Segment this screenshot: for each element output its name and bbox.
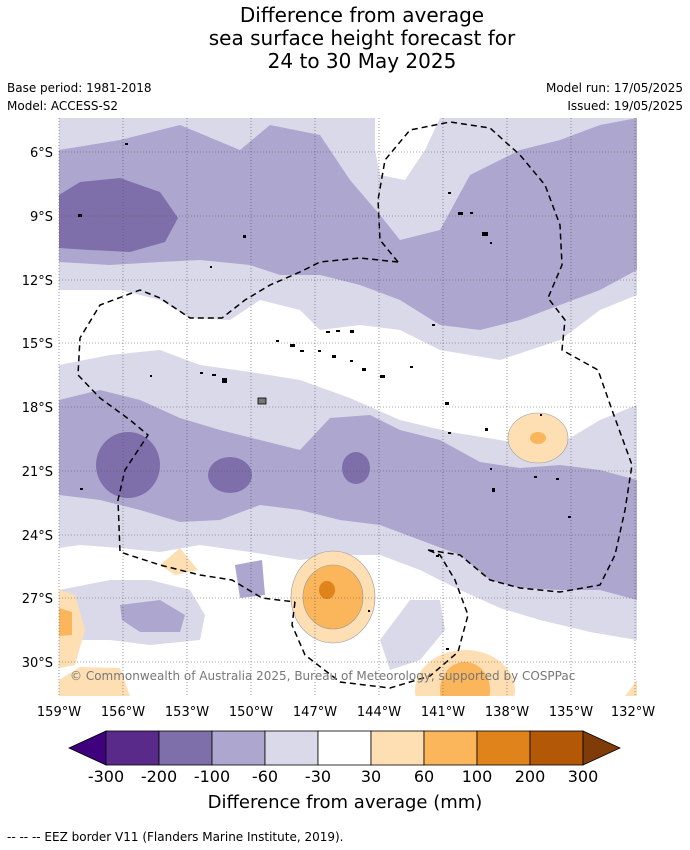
contour-neg60-strip xyxy=(235,560,265,598)
copyright-notice: © Commonwealth of Australia 2025, Bureau… xyxy=(70,669,576,683)
lon-label: 156°W xyxy=(101,705,145,720)
lon-label: 159°W xyxy=(37,705,81,720)
lon-label: 153°W xyxy=(165,705,209,720)
colorbar-label: -30 xyxy=(305,767,331,786)
colorbar-swatch xyxy=(211,730,266,766)
contour-pos60-centre xyxy=(303,565,363,629)
colorbar-extend-high xyxy=(582,730,621,766)
lat-label: 30°S xyxy=(22,656,53,671)
colorbar-extend-low xyxy=(68,730,107,766)
colorbar-swatch xyxy=(264,730,319,766)
contour-neg60-north xyxy=(59,118,637,330)
eez-south xyxy=(291,549,469,689)
model-run: Model run: 17/05/2025 xyxy=(545,81,683,95)
colorbar-swatch xyxy=(158,730,213,766)
colorbar xyxy=(68,730,621,766)
lat-label: 12°S xyxy=(22,274,53,289)
meta-left: Base period: 1981-2018 Model: ACCESS-S2 xyxy=(7,79,152,115)
colorbar-label: 100 xyxy=(462,767,493,786)
colorbar-swatch xyxy=(105,730,160,766)
lat-labels: 6°S 9°S 12°S 15°S 18°S 21°S 24°S 27°S 30… xyxy=(22,146,53,671)
lat-label: 9°S xyxy=(30,210,53,225)
lon-label: 141°W xyxy=(421,705,465,720)
colorbar-swatch xyxy=(370,730,425,766)
colorbar-swatch xyxy=(529,730,584,766)
eez-borders xyxy=(77,121,633,689)
islands xyxy=(78,143,571,650)
colorbar-swatch xyxy=(476,730,531,766)
contour-neg60-south xyxy=(59,390,637,600)
contour-pos60-south xyxy=(440,662,490,696)
lat-label: 24°S xyxy=(22,529,53,544)
lon-label: 138°W xyxy=(485,705,529,720)
lat-label: 27°S xyxy=(22,592,53,607)
contour-pos60-east xyxy=(530,432,546,444)
contour-neg100-south-b xyxy=(208,457,252,493)
colorbar-label: 60 xyxy=(414,767,434,786)
base-period: Base period: 1981-2018 xyxy=(7,81,152,95)
issued-date: Issued: 19/05/2025 xyxy=(567,99,683,113)
map-title: Difference from average sea surface heig… xyxy=(0,4,690,73)
title-line-1: Difference from average xyxy=(239,3,485,27)
lon-label: 150°W xyxy=(229,705,273,720)
lat-label: 6°S xyxy=(30,146,53,161)
colorbar-label: -100 xyxy=(194,767,230,786)
contour-neg30-lower-mid xyxy=(380,600,445,670)
colorbar-label: -300 xyxy=(88,767,124,786)
lon-label: 147°W xyxy=(293,705,337,720)
lon-label: 144°W xyxy=(357,705,401,720)
contour-neg100-north xyxy=(59,178,178,252)
lat-label: 18°S xyxy=(22,401,53,416)
lon-label: 132°W xyxy=(611,705,655,720)
colorbar-labels: -300 -200 -100 -60 -30 30 60 100 200 300 xyxy=(88,767,598,786)
contour-pos30-se xyxy=(625,680,637,696)
lat-label: 21°S xyxy=(22,465,53,480)
contour-pos60-west-edge xyxy=(59,608,72,636)
eez-north-east xyxy=(377,121,633,593)
contour-neg100-south-a xyxy=(96,432,160,498)
contour-pos30-small xyxy=(160,548,198,575)
title-line-3: 24 to 30 May 2025 xyxy=(267,49,457,73)
contour-neg60-lower-left xyxy=(120,600,185,632)
eez-central xyxy=(77,257,399,603)
contour-pos100-centre xyxy=(319,581,335,599)
anomaly-field xyxy=(59,118,637,696)
lat-label: 15°S xyxy=(22,337,53,352)
meta-right: Model run: 17/05/2025 Issued: 19/05/2025 xyxy=(546,79,683,115)
colorbar-title: Difference from average (mm) xyxy=(207,792,483,813)
graticule xyxy=(58,118,637,696)
lon-labels: 159°W 156°W 153°W 150°W 147°W 144°W 141°… xyxy=(37,705,655,720)
colorbar-label: 300 xyxy=(568,767,599,786)
colorbar-swatch xyxy=(317,730,372,766)
colorbar-swatch xyxy=(423,730,478,766)
contour-neg100-south-c xyxy=(342,452,370,484)
eez-legend: -- -- -- EEZ border V11 (Flanders Marine… xyxy=(7,830,344,844)
colorbar-label: 30 xyxy=(361,767,381,786)
colorbar-label: -60 xyxy=(252,767,278,786)
contour-pos30-sw xyxy=(59,667,130,696)
colorbar-label: -200 xyxy=(141,767,177,786)
model-name: Model: ACCESS-S2 xyxy=(7,99,119,113)
lon-label: 135°W xyxy=(549,705,593,720)
title-line-2: sea surface height forecast for xyxy=(208,26,516,50)
colorbar-label: 200 xyxy=(515,767,546,786)
